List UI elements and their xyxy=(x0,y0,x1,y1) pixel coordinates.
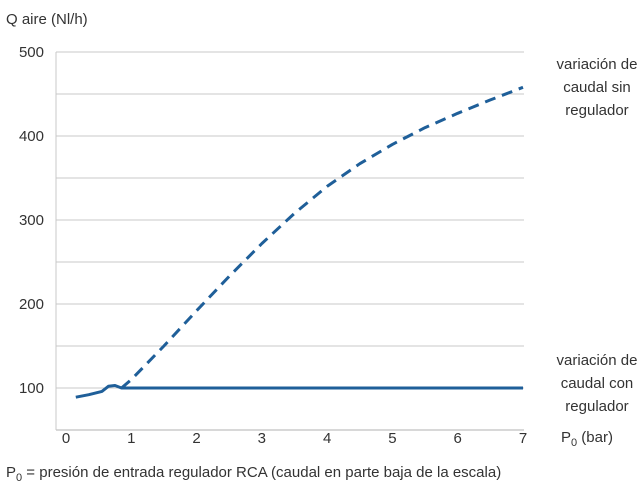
y-tick-labels: 100 200 300 400 500 xyxy=(19,44,44,397)
grid-lines xyxy=(55,51,524,431)
y-tick-label: 200 xyxy=(19,296,44,313)
x-tick-label: 7 xyxy=(519,430,527,447)
footer-rest: = presión de entrada regulador RCA (caud… xyxy=(22,464,501,481)
series-annotation-line: caudal con xyxy=(561,375,634,392)
x-axis-title-sub: 0 xyxy=(571,437,577,449)
series-annotations: variación de caudal sin regulador variación… xyxy=(557,56,638,415)
series-line-sin-regulador xyxy=(120,85,524,390)
x-axis-title-unit: (bar) xyxy=(577,429,613,446)
x-tick-label: 2 xyxy=(192,430,200,447)
series-annotation-line: variación de xyxy=(557,56,638,73)
series-annotation-line: regulador xyxy=(565,102,628,119)
series-annotation-line: caudal sin xyxy=(563,79,631,96)
y-tick-label: 500 xyxy=(19,44,44,61)
x-tick-label: 5 xyxy=(388,430,396,447)
x-tick-label: 4 xyxy=(323,430,331,447)
series-annotation-line: variación de xyxy=(557,352,638,369)
y-tick-label: 100 xyxy=(19,380,44,397)
series-line-con-regulador xyxy=(75,384,523,399)
x-tick-label: 3 xyxy=(258,430,266,447)
footer-main: P xyxy=(6,464,16,481)
x-tick-label: 0 xyxy=(62,430,70,447)
y-axis-title: Q aire (Nl/h) xyxy=(6,11,88,28)
footer-sub: 0 xyxy=(16,472,22,484)
x-tick-label: 1 xyxy=(127,430,135,447)
y-tick-label: 400 xyxy=(19,128,44,145)
footer-note: P0 = presión de entrada regulador RCA (c… xyxy=(6,464,501,484)
series-lines xyxy=(75,85,524,399)
series-annotation-line: regulador xyxy=(565,398,628,415)
x-tick-label: 6 xyxy=(454,430,462,447)
x-axis-title: P0 (bar) xyxy=(561,429,613,449)
y-tick-label: 300 xyxy=(19,212,44,229)
x-axis-title-main: P xyxy=(561,429,571,446)
x-tick-labels: 0 1 2 3 4 5 6 7 xyxy=(62,430,527,447)
